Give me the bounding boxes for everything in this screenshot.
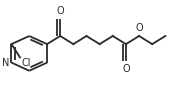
Text: O: O (122, 64, 130, 74)
Text: N: N (2, 58, 10, 68)
Text: O: O (56, 6, 64, 16)
Text: Cl: Cl (21, 58, 31, 68)
Text: O: O (135, 23, 143, 33)
